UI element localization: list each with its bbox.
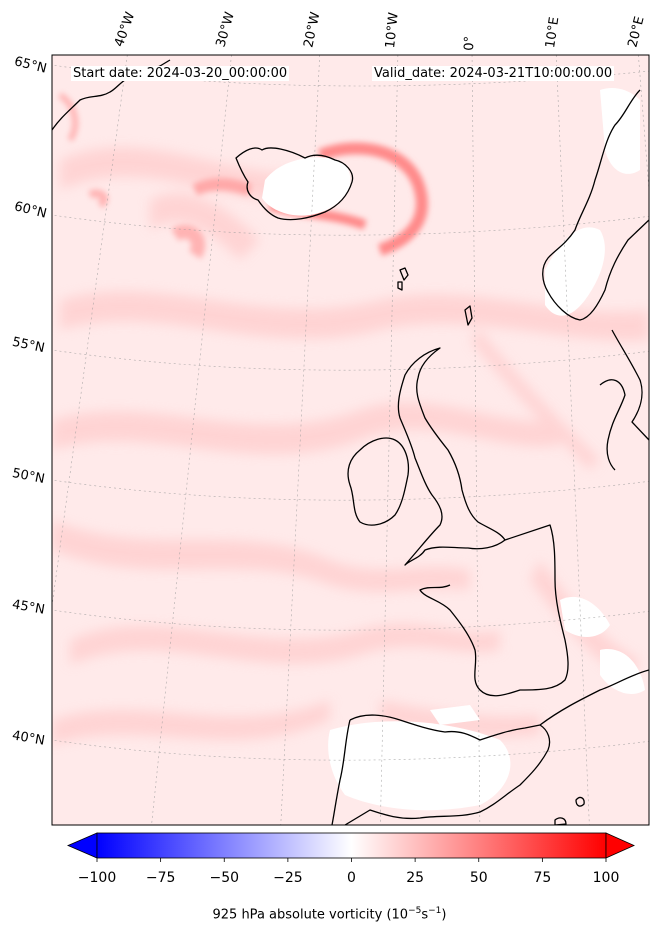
iberia-west-coast xyxy=(331,719,351,825)
france-coast xyxy=(419,524,569,697)
colorbar-title-exp1: −5 xyxy=(408,906,422,916)
colorbar-tick-label: −75 xyxy=(145,870,176,886)
colorbar-tick-label: −25 xyxy=(273,870,303,886)
shetland-islands xyxy=(464,305,473,326)
iceland-coast xyxy=(235,147,354,221)
colorbar-tick-label: −100 xyxy=(77,870,117,886)
colorbar-tick-label: 25 xyxy=(406,870,425,886)
colorbar-title-exp2: −1 xyxy=(428,906,442,916)
sweden-coast xyxy=(611,329,649,441)
colorbar-tick-label: 50 xyxy=(469,870,488,886)
britain-coast xyxy=(397,347,506,566)
ireland-coast xyxy=(347,437,410,526)
valid-date-label: Valid_date: 2024-03-21T10:00:00.00 xyxy=(372,66,615,81)
europe-east-coast xyxy=(539,669,649,726)
colorbar-tick-label: 75 xyxy=(533,870,552,886)
faroe-islands xyxy=(397,267,409,291)
colorbar-tick-label: −50 xyxy=(209,870,240,886)
colorbar xyxy=(66,832,635,862)
coastlines xyxy=(52,59,649,825)
white-land-patches xyxy=(262,88,645,811)
colorbar-title-mid: s xyxy=(421,907,429,923)
mediterranean-islands xyxy=(554,796,585,825)
colorbar-tick-label: 0 xyxy=(347,870,356,886)
map-frame xyxy=(51,54,650,826)
colorbar-title: 925 hPa absolute vorticity (10−5s−1) xyxy=(0,906,659,922)
colorbar-low-extension xyxy=(66,832,98,859)
denmark-coast xyxy=(599,379,626,471)
map-panel xyxy=(52,55,649,825)
colorbar-high-extension xyxy=(605,832,635,859)
colorbar-body xyxy=(96,832,607,859)
colorbar-title-end: ) xyxy=(441,907,447,923)
colorbar-tick-label: 100 xyxy=(592,870,620,886)
colorbar-tick-marks xyxy=(96,858,607,862)
colorbar-title-main: 925 hPa absolute vorticity (10 xyxy=(212,907,409,923)
lon-label-0: 0° xyxy=(462,35,478,51)
iberia-coast xyxy=(344,714,551,825)
norway-coast xyxy=(542,89,649,321)
start-date-label: Start date: 2024-03-20_00:00:00 xyxy=(71,66,290,81)
